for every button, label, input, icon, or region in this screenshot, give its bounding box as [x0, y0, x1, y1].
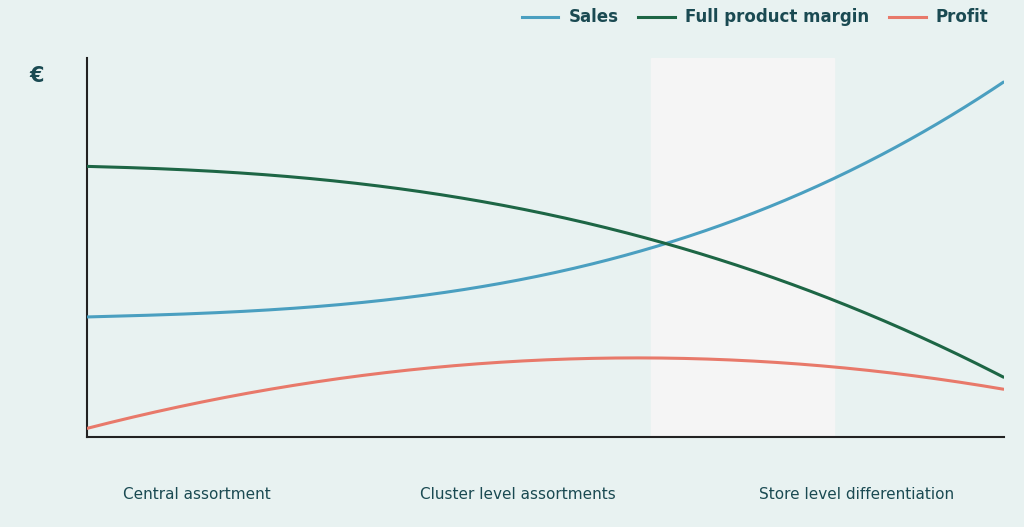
Text: Cluster level assortments: Cluster level assortments — [420, 487, 615, 502]
Text: €: € — [30, 65, 44, 85]
Text: Central assortment: Central assortment — [123, 487, 271, 502]
Bar — [650, 58, 834, 437]
Legend: Sales, Full product margin, Profit: Sales, Full product margin, Profit — [515, 2, 995, 33]
Text: Store level differentiation: Store level differentiation — [760, 487, 954, 502]
